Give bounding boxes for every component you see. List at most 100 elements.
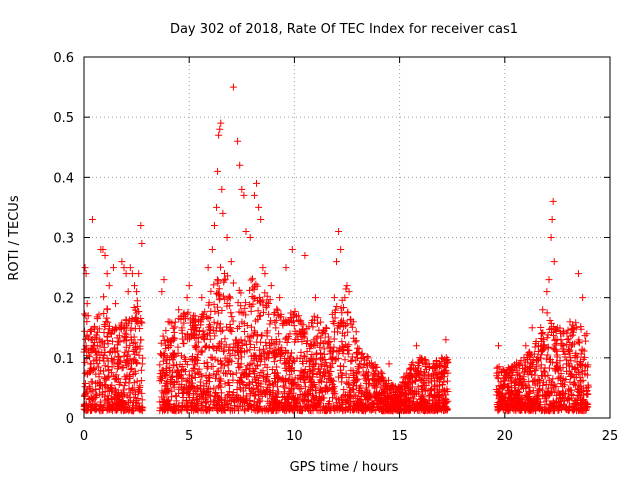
data-point: [579, 376, 587, 384]
data-point: [280, 388, 288, 396]
data-point: [103, 314, 111, 322]
data-point: [263, 373, 271, 381]
data-point: [265, 310, 273, 318]
data-point: [340, 323, 348, 331]
data-point: [408, 383, 416, 391]
data-point: [337, 246, 345, 254]
data-point: [372, 388, 380, 396]
data-point: [206, 404, 214, 412]
data-point: [133, 288, 141, 296]
data-point: [522, 342, 530, 350]
data-point: [210, 281, 218, 289]
data-point: [547, 324, 555, 332]
data-point: [200, 360, 208, 368]
data-point: [252, 351, 260, 359]
data-point: [217, 404, 225, 412]
data-point: [582, 337, 590, 345]
data-point: [180, 319, 188, 327]
data-point: [227, 258, 235, 266]
data-point: [549, 197, 557, 205]
y-tick-label: 0.6: [53, 51, 74, 66]
data-point: [112, 371, 120, 379]
data-point: [229, 376, 237, 384]
data-point: [344, 399, 352, 407]
data-point: [218, 185, 226, 193]
data-point: [272, 369, 280, 377]
data-point: [400, 378, 408, 386]
data-point: [122, 378, 130, 386]
data-point: [116, 324, 124, 332]
data-point: [325, 401, 333, 409]
data-point: [234, 407, 242, 415]
data-point: [202, 342, 210, 350]
data-point: [321, 368, 329, 376]
data-point: [424, 387, 432, 395]
data-point: [179, 339, 187, 347]
data-point: [422, 401, 430, 409]
data-point: [197, 398, 205, 406]
data-point: [286, 363, 294, 371]
data-point: [282, 347, 290, 355]
data-point: [250, 352, 258, 360]
data-point: [190, 407, 198, 415]
data-point: [312, 404, 320, 412]
data-point: [261, 270, 269, 278]
data-point: [189, 379, 197, 387]
data-point: [548, 403, 556, 411]
data-point: [242, 227, 250, 235]
data-point: [248, 378, 256, 386]
data-point: [250, 368, 258, 376]
data-point: [223, 234, 231, 241]
data-point: [543, 288, 551, 296]
data-point: [107, 394, 115, 402]
data-point: [169, 372, 177, 380]
data-point: [304, 389, 312, 397]
data-point: [526, 352, 534, 360]
data-point: [174, 343, 182, 351]
data-point: [548, 215, 556, 223]
data-point: [193, 323, 201, 331]
data-point: [556, 357, 564, 365]
data-point: [203, 313, 211, 321]
data-point: [196, 378, 204, 386]
data-point: [341, 356, 349, 364]
data-point: [272, 316, 280, 324]
data-point: [292, 381, 300, 389]
data-point: [309, 391, 317, 399]
data-point: [217, 263, 225, 271]
data-point: [102, 318, 110, 326]
data-point: [333, 395, 341, 403]
data-point: [305, 397, 313, 405]
data-point: [249, 300, 257, 308]
data-point: [555, 402, 563, 410]
data-point: [197, 406, 205, 414]
data-point: [178, 324, 186, 332]
data-point: [103, 305, 111, 313]
data-point: [226, 294, 234, 302]
data-point: [425, 396, 433, 404]
data-point: [91, 324, 99, 332]
data-point: [85, 334, 93, 342]
data-point: [170, 383, 178, 391]
data-point: [347, 357, 355, 365]
data-point: [317, 318, 325, 326]
data-point: [100, 293, 108, 301]
data-point: [555, 391, 563, 399]
data-point: [306, 386, 314, 394]
data-point: [332, 258, 340, 266]
data-point: [520, 354, 528, 362]
data-point: [230, 340, 238, 348]
data-point: [170, 362, 178, 370]
data-point: [171, 323, 179, 331]
data-point: [134, 302, 142, 310]
data-point: [422, 356, 430, 364]
data-point: [583, 387, 591, 395]
data-point: [389, 382, 397, 390]
data-point: [83, 318, 91, 326]
data-point: [184, 310, 192, 318]
data-point: [138, 377, 146, 385]
data-point: [130, 282, 138, 290]
data-point: [243, 341, 251, 349]
data-point: [247, 276, 255, 284]
data-point: [108, 330, 116, 338]
